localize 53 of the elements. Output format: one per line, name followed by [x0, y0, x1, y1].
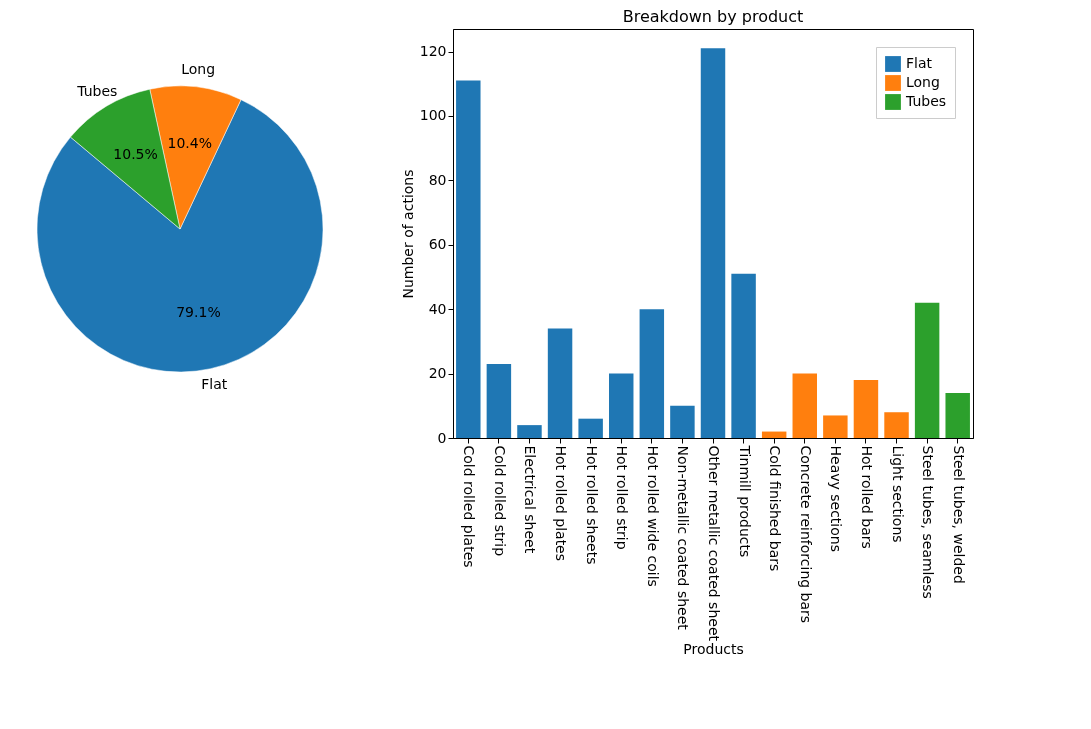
bar: [670, 405, 695, 438]
bar: [884, 412, 909, 438]
y-axis-title: Number of actions: [399, 169, 416, 299]
slice-label: Long: [181, 61, 216, 78]
x-tick-label: Steel tubes, welded: [950, 445, 967, 584]
bar: [547, 328, 573, 438]
x-tick-label: Concrete reinforcing bars: [797, 445, 814, 624]
y-tick-label: 120: [419, 43, 447, 60]
y-tick-label: 80: [428, 171, 447, 188]
x-tick-label: Cold rolled plates: [461, 445, 478, 568]
bar: [945, 392, 970, 438]
x-tick-label: Tinmill products: [736, 444, 753, 558]
slice-label: Flat: [201, 376, 228, 393]
x-tick-label: Other metallic coated sheet: [706, 445, 722, 642]
x-tick-label: Steel tubes, seamless: [920, 445, 937, 599]
bar: [639, 309, 665, 438]
x-tick-label: Light sections: [889, 445, 906, 543]
bar: [914, 302, 940, 438]
x-tick-label: Hot rolled bars: [858, 445, 875, 549]
bar: [792, 373, 817, 438]
bar: [853, 380, 879, 438]
bar: [517, 425, 542, 438]
slice-label: Tubes: [76, 83, 118, 99]
x-tick-label: Hot rolled sheets: [583, 445, 600, 565]
bar: [700, 48, 726, 438]
y-tick-label: 100: [419, 107, 447, 124]
y-tick-label: 40: [428, 300, 447, 317]
legend-label: Long: [906, 74, 940, 90]
x-tick-label: Non-metallic coated sheet: [675, 445, 692, 631]
bar: [486, 363, 512, 438]
legend-label: Flat: [906, 55, 933, 71]
x-tick-label: Hot rolled strip: [614, 445, 631, 550]
bar: [456, 80, 481, 438]
y-tick-label: 20: [428, 365, 447, 382]
x-tick-label: Hot rolled wide coils: [644, 445, 661, 587]
bar: [609, 373, 634, 438]
bar: [578, 418, 603, 438]
data-label: 10.5%: [113, 146, 158, 163]
bar: [761, 431, 787, 438]
chart-title: Breakdown by product: [622, 7, 804, 26]
x-tick-label: Cold finished bars: [767, 445, 784, 572]
y-tick-label: 0: [437, 429, 447, 446]
data-label: 79.1%: [176, 304, 221, 320]
legend-label: Tubes: [905, 93, 947, 109]
x-tick-label: Electrical sheet: [522, 445, 539, 554]
x-axis-title: Products: [683, 640, 744, 657]
y-tick-label: 60: [428, 236, 447, 253]
bar: [823, 415, 848, 438]
bar: [731, 273, 756, 438]
x-tick-label: Heavy sections: [828, 445, 845, 552]
data-label: 10.4%: [167, 134, 213, 151]
x-tick-label: Cold rolled strip: [491, 445, 508, 557]
x-tick-label: Hot rolled plates: [553, 445, 570, 562]
